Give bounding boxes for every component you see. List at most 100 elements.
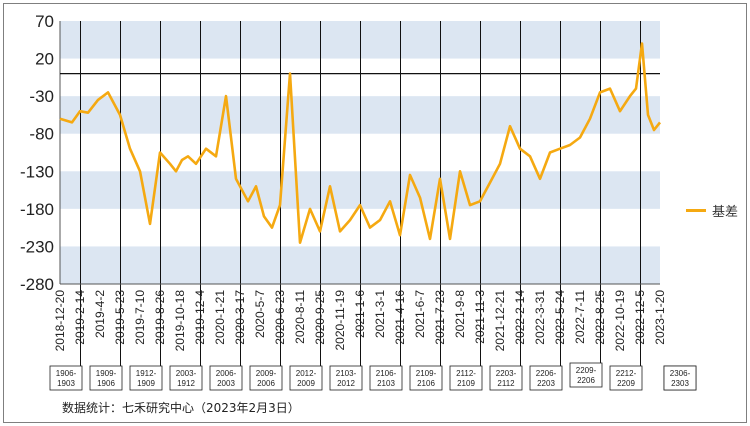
contract-box-bottom: 2203 (537, 379, 555, 388)
contract-box: 2212-2209 (609, 365, 643, 391)
contract-box-top: 2112- (456, 369, 476, 378)
y-tick-label: -30 (29, 87, 54, 106)
x-tick-label: 2018-12-20 (53, 290, 67, 352)
contract-box: 2006-2003 (209, 365, 243, 391)
contract-box-top: 2009- (256, 369, 277, 378)
contract-dividers (80, 21, 641, 386)
contract-box: 2306-2303 (663, 365, 697, 391)
x-tick-label: 2020-11-19 (333, 290, 347, 351)
x-tick-label: 2019-7-10 (133, 290, 147, 345)
contract-box-bottom: 1909 (137, 379, 155, 388)
x-tick-label: 2019-5-23 (113, 290, 127, 345)
contract-box-top: 2003- (176, 369, 197, 378)
contract-box-top: 2206- (536, 369, 557, 378)
contract-box-bottom: 2109 (457, 379, 475, 388)
x-tick-label: 2021-1-6 (353, 290, 367, 338)
contract-box-frame (369, 365, 403, 391)
contract-box-top: 2103- (336, 369, 357, 378)
contract-box: 2112-2109 (449, 365, 483, 391)
contract-box-bottom: 2103 (377, 379, 395, 388)
x-tick-label: 2019-10-18 (173, 290, 187, 352)
contract-box-top: 1912- (136, 369, 157, 378)
contract-box-bottom: 2303 (671, 379, 689, 388)
legend-label: 基差 (712, 205, 739, 220)
contract-box-top: 2006- (216, 369, 237, 378)
contract-box-frame (49, 365, 83, 391)
contract-box-bottom: 2112 (497, 379, 515, 388)
x-tick-label: 2022-10-19 (613, 290, 627, 352)
contract-box-top: 2212- (616, 369, 637, 378)
contract-box-frame (663, 365, 697, 391)
x-tick-label: 2021-3-1 (373, 290, 387, 338)
x-tick-label: 2023-1-20 (653, 290, 667, 345)
contract-box-bottom: 2006 (257, 379, 275, 388)
contract-box-frame (609, 365, 643, 391)
contract-labels: 1906-19031909-19061912-19092003-19122006… (49, 362, 697, 391)
x-tick-label: 2019-12-4 (193, 290, 207, 345)
source-note: 数据统计：七禾研究中心（2023年2月3日） (62, 401, 300, 415)
contract-box: 2009-2006 (249, 365, 283, 391)
y-tick-label: 20 (35, 50, 54, 69)
contract-box-frame (209, 365, 243, 391)
x-tick-label: 2020-3-17 (233, 290, 247, 345)
x-axis: 2018-12-20 2019-2-14 2019-4-2 2019-5-23 2019… (53, 283, 667, 352)
x-tick-label: 2021-9-8 (453, 290, 467, 338)
y-tick-label: -280 (20, 275, 54, 294)
contract-box: 1912-1909 (129, 365, 163, 391)
contract-box-top: 2203- (496, 369, 517, 378)
legend: 基差 (686, 201, 738, 220)
y-tick-label: -80 (29, 125, 54, 144)
contract-box: 2003-1912 (169, 365, 203, 391)
legend-swatch (686, 209, 706, 212)
y-tick-label: -180 (20, 200, 54, 219)
contract-box-top: 1909- (96, 369, 117, 378)
contract-box-top: 2012- (296, 369, 317, 378)
x-tick-label: 2022-7-11 (573, 290, 587, 344)
x-tick-label: 2020-6-23 (273, 290, 287, 345)
contract-box-top: 2109- (416, 369, 437, 378)
contract-box: 2106-2103 (369, 365, 403, 391)
x-tick-label: 2019-2-14 (73, 290, 87, 345)
series-line-0 (59, 42, 662, 244)
contract-box-top: 2209- (576, 366, 597, 375)
contract-box-frame (249, 365, 283, 391)
y-tick-label: -130 (20, 162, 54, 181)
contract-box-frame (409, 365, 443, 391)
x-tick-label: 2020-5-7 (253, 290, 267, 338)
x-tick-label: 2020-1-21 (213, 290, 227, 345)
contract-box: 2203-2112 (489, 365, 523, 391)
contract-box-top: 2306- (670, 369, 691, 378)
contract-box-frame (569, 362, 603, 388)
y-tick-label: 70 (35, 12, 54, 31)
contract-box-frame (449, 365, 483, 391)
contract-box-bottom: 2106 (417, 379, 435, 388)
series-layer (59, 42, 662, 244)
x-tick-label: 2019-4-2 (93, 290, 107, 338)
contract-box-frame (129, 365, 163, 391)
contract-box-bottom: 2206 (577, 376, 595, 385)
x-tick-label: 2021-11-3 (473, 290, 487, 344)
contract-box: 2103-2012 (329, 365, 363, 391)
contract-box-frame (89, 365, 123, 391)
contract-box-frame (289, 365, 323, 391)
contract-box-bottom: 1906 (97, 379, 115, 388)
contract-box: 2012-2009 (289, 365, 323, 391)
contract-box: 2109-2106 (409, 365, 443, 391)
contract-box-bottom: 1903 (57, 379, 75, 388)
x-tick-label: 2020-8-11 (293, 290, 307, 344)
contract-box: 1909-1906 (89, 365, 123, 391)
contract-box: 1906-1903 (49, 365, 83, 391)
contract-box-bottom: 2009 (297, 379, 315, 388)
x-tick-label: 2022-12-5 (633, 290, 647, 345)
x-tick-label: 2019-8-26 (153, 290, 167, 345)
x-tick-label: 2020-9-25 (313, 290, 327, 345)
x-tick-label: 2022-3-31 (533, 290, 547, 345)
contract-box-bottom: 1912 (177, 379, 195, 388)
contract-box-frame (169, 365, 203, 391)
contract-box: 2206-2203 (529, 365, 563, 391)
y-tick-label: -230 (20, 237, 54, 256)
x-tick-label: 2021-4-16 (393, 290, 407, 345)
x-tick-label: 2022-5-24 (553, 290, 567, 345)
